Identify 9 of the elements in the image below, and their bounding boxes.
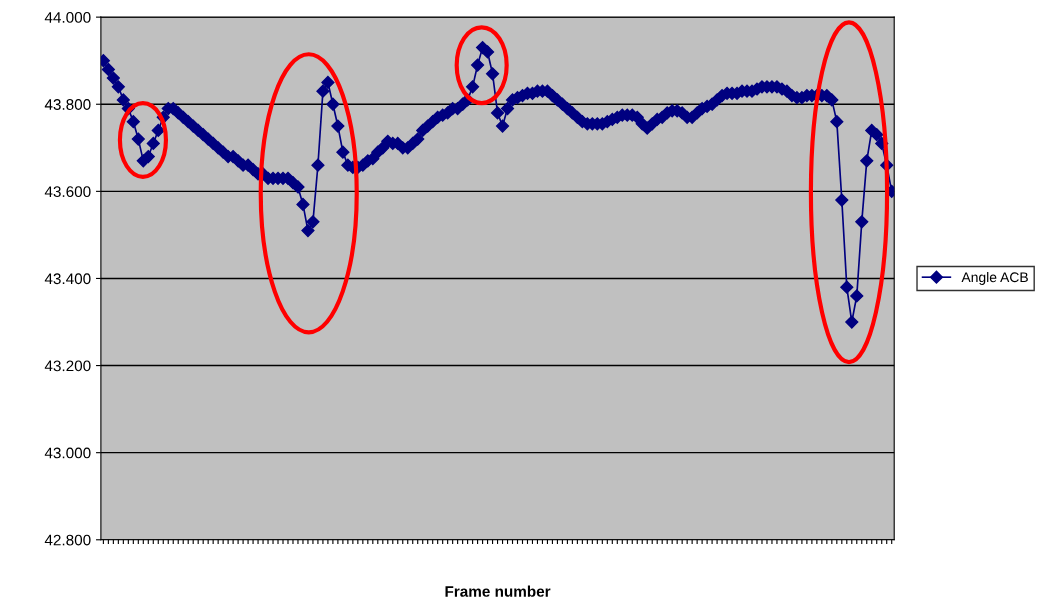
y-tick-label: 42.800 [44,534,91,546]
y-tick-label: 43.200 [44,360,91,372]
y-tick-label: 43.400 [44,273,91,285]
legend-label: Angle ACB [961,271,1028,285]
y-tick-label: 44.000 [44,12,91,23]
x-axis-title: Frame number [445,585,551,597]
y-tick-label: 43.600 [44,186,91,198]
y-tick-label: 43.800 [44,99,91,110]
y-tick-label: 43.000 [44,447,91,459]
